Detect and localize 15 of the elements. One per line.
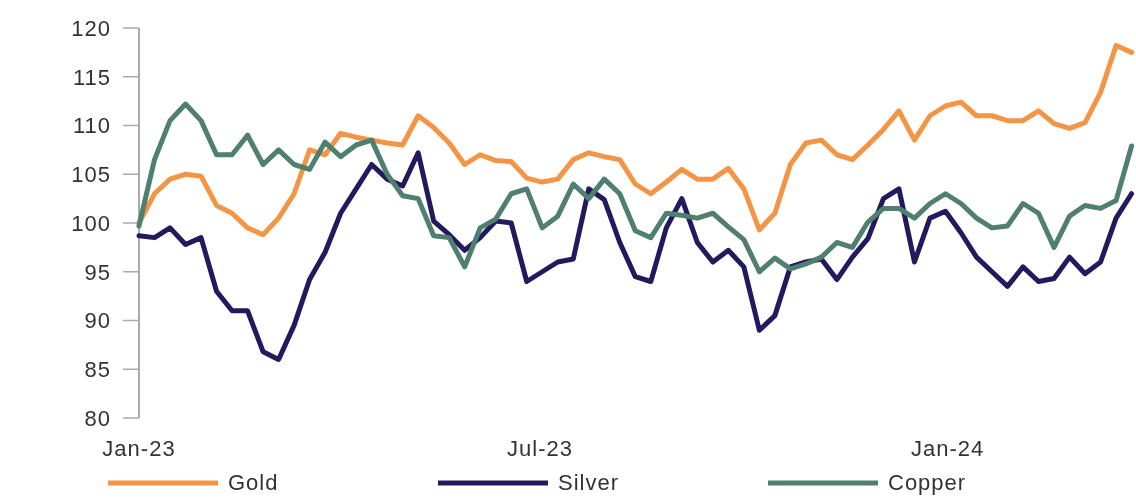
x-tick-label: Jan-23 (102, 436, 176, 461)
y-tick-label: 115 (72, 64, 111, 90)
y-tick-label: 90 (84, 308, 111, 334)
y-tick-label: 80 (84, 405, 111, 431)
legend-label: Copper (888, 470, 967, 495)
x-tick-label: Jan-24 (911, 436, 985, 461)
y-tick-label: 85 (84, 357, 111, 383)
y-tick-label: 100 (71, 210, 111, 236)
legend-label: Silver (558, 470, 620, 495)
y-tick-label: 105 (71, 162, 111, 188)
legend-label: Gold (228, 470, 279, 495)
x-tick-label: Jul-23 (507, 436, 573, 461)
y-tick-label: 120 (71, 15, 111, 41)
y-tick-label: 95 (84, 259, 111, 285)
y-tick-label: 110 (72, 113, 111, 139)
